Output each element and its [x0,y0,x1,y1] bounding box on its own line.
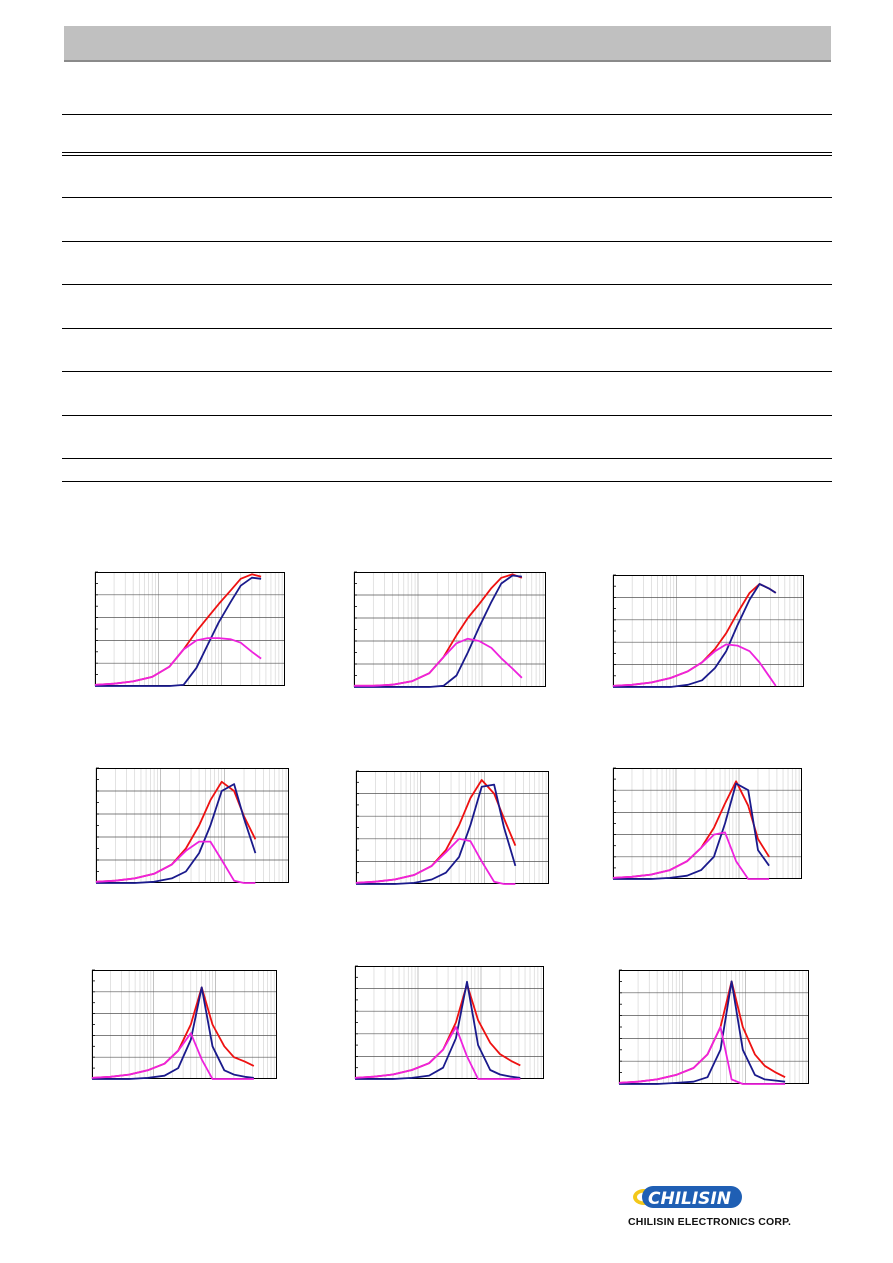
series-line-navy [613,782,770,880]
series-line-red [91,986,255,1079]
series-line-red [354,983,521,1079]
plot-frame [355,966,544,1079]
chart-6 [612,767,802,880]
table-rule-top [62,114,832,115]
series-line-magenta [355,837,516,885]
logo-text: CHILISIN [648,1189,731,1209]
chart-2 [353,571,546,688]
company-name: CHILISIN ELECTRONICS CORP. [628,1216,792,1228]
table-rule [62,328,832,329]
series-line-navy [92,986,254,1080]
chilisin-logo: CHILISIN [633,1186,742,1209]
table-rule-header [62,152,832,156]
series-line-navy [619,980,786,1085]
chart-4 [95,767,289,884]
plot-frame [619,970,809,1084]
plot-frame [95,572,285,686]
chart-5 [355,770,549,885]
series-line-magenta [612,831,770,880]
series-line-navy [356,783,517,885]
logo-banner-icon [642,1186,742,1208]
series-line-red [95,780,257,883]
plot-frame [354,572,546,687]
series-line-magenta [95,840,256,884]
series-line-magenta [612,643,777,687]
series-line-red [612,583,777,687]
series-line-red [355,779,517,884]
header-bar [64,26,831,62]
table-rule [62,241,832,242]
plot-frame [613,768,802,879]
spec-table [62,112,832,484]
series-line-magenta [354,637,523,687]
series-line-magenta [618,1026,786,1085]
series-line-magenta [94,637,262,686]
table-rule [62,284,832,285]
table-rule-bottom [62,481,832,482]
plot-frame [356,771,549,884]
plot-frame [92,970,277,1079]
series-line-navy [355,980,521,1080]
series-line-red [618,980,786,1084]
chart-1 [94,571,285,687]
series-line-navy [354,574,523,688]
chart-7 [91,969,277,1080]
table-rule [62,197,832,198]
series-line-navy [613,583,777,688]
series-line-red [94,573,262,686]
series-line-magenta [91,1032,254,1080]
plot-frame [96,768,289,883]
series-line-navy [95,576,262,687]
series-line-navy [96,783,257,884]
chart-3 [612,574,804,688]
chart-8 [354,965,544,1080]
table-rule [62,415,832,416]
chart-9 [618,969,809,1085]
plot-frame [613,575,804,687]
series-line-red [612,780,770,879]
series-line-magenta [354,1026,521,1080]
table-rule [62,458,832,459]
table-rule [62,371,832,372]
